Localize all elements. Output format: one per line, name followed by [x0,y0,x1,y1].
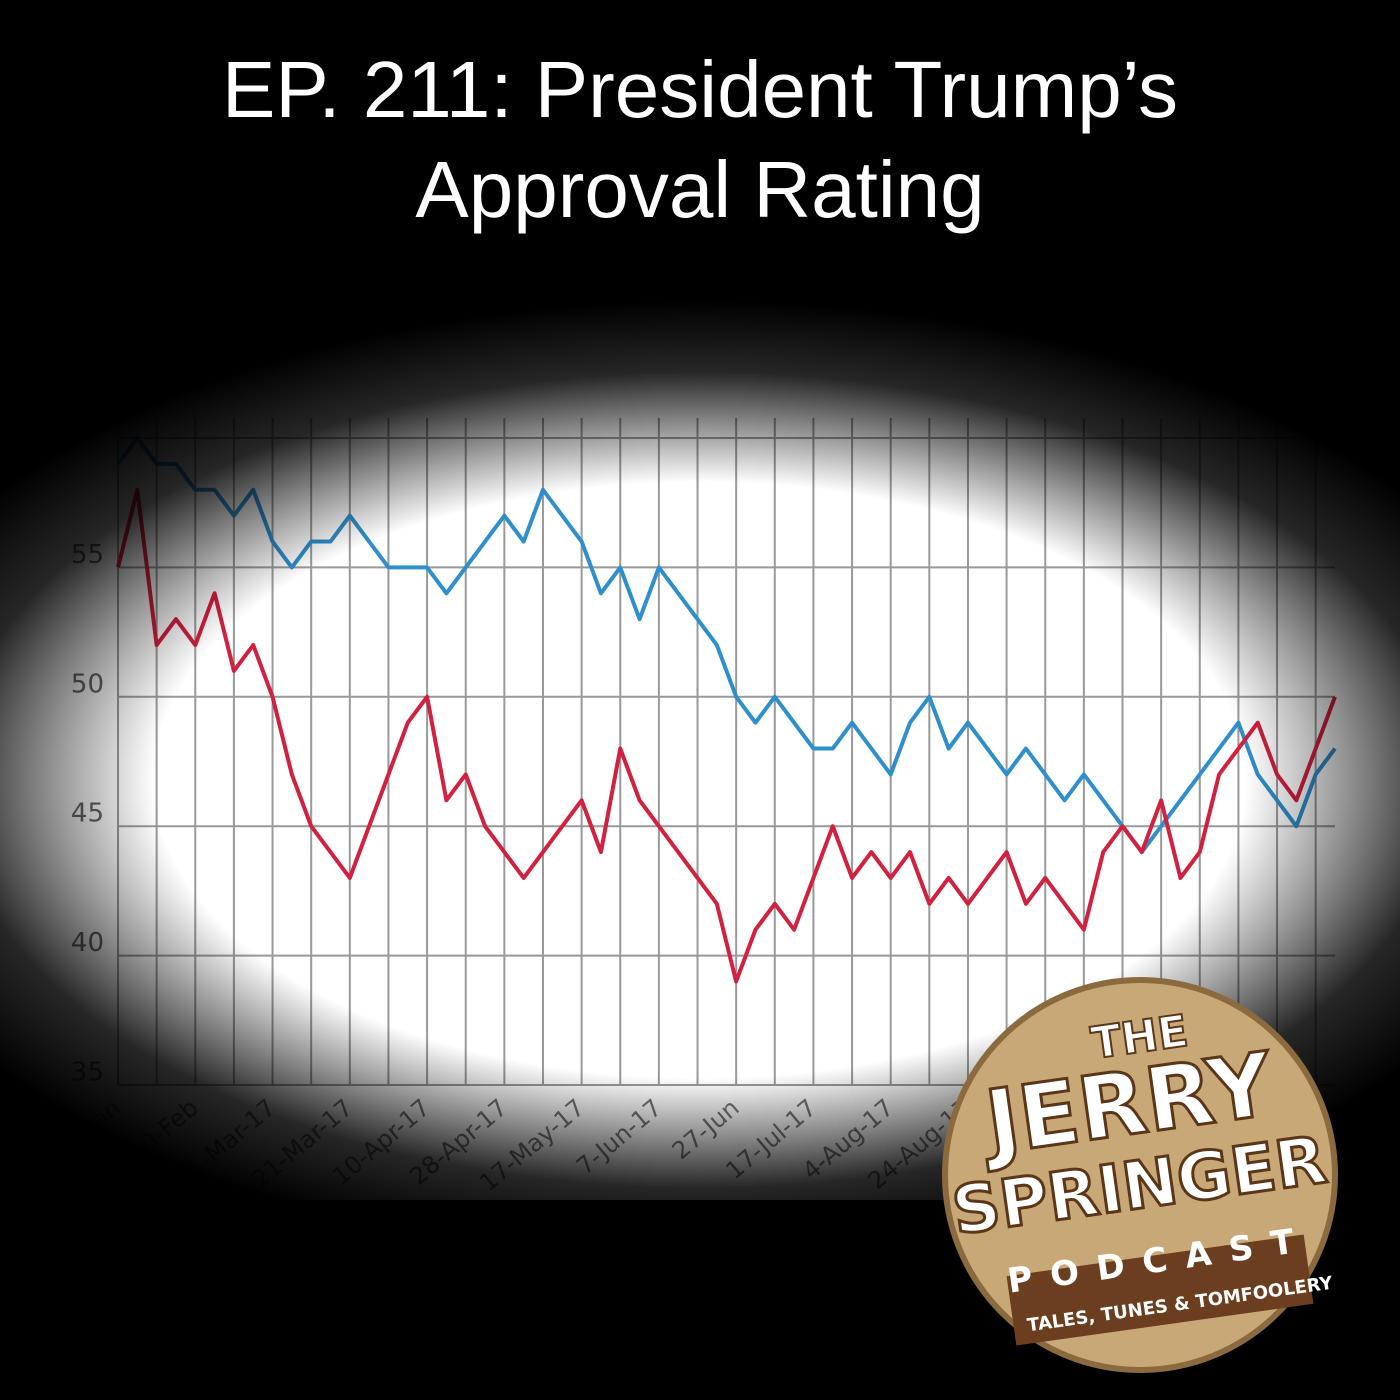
title: EP. 211: President Trump’s Approval Rati… [221,45,1179,234]
logo: THE JERRY SPRINGER PODCAST TALES, TUNES … [942,977,1338,1373]
